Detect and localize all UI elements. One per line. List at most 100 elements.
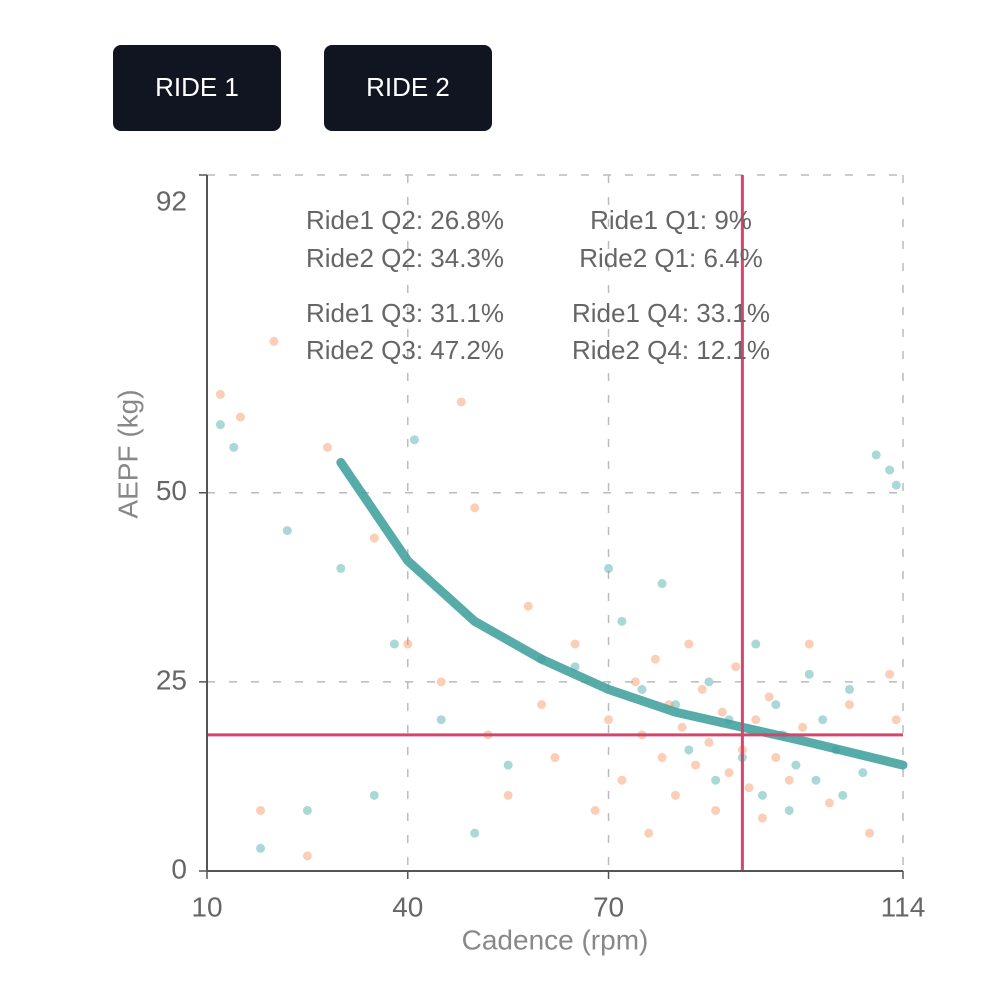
point (403, 639, 413, 649)
point (885, 669, 895, 679)
point (503, 760, 513, 770)
point (798, 722, 808, 732)
point (865, 828, 875, 838)
point (757, 813, 767, 823)
point (657, 579, 667, 589)
quadrant-annotation: Ride1 Q3: 31.1% (306, 298, 504, 328)
point (389, 639, 399, 649)
point (697, 684, 707, 694)
point (229, 442, 239, 452)
point (684, 639, 694, 649)
point (838, 790, 848, 800)
quadrant-annotation: Ride2 Q4: 12.1% (572, 335, 770, 365)
quadrant-annotation: Ride2 Q2: 34.3% (306, 243, 504, 273)
quadrant-annotation: Ride1 Q4: 33.1% (572, 298, 770, 328)
point (657, 753, 667, 763)
y-axis-label: AEPF (kg) (112, 389, 143, 518)
point (844, 700, 854, 710)
point (617, 775, 627, 785)
point (550, 753, 560, 763)
point (764, 692, 774, 702)
point (871, 450, 881, 460)
point (503, 790, 513, 800)
point (269, 336, 279, 346)
point (302, 805, 312, 815)
point (717, 707, 727, 717)
point (604, 563, 614, 573)
point (824, 798, 834, 808)
button[interactable]: RIDE 2 (324, 45, 492, 131)
point (811, 775, 821, 785)
point (858, 768, 868, 778)
fit-line (336, 457, 908, 770)
point (804, 639, 814, 649)
point (215, 420, 225, 430)
point (771, 753, 781, 763)
point (757, 790, 767, 800)
point (630, 677, 640, 687)
point (684, 745, 694, 755)
point (256, 805, 266, 815)
quadrant-annotation: Ride2 Q3: 47.2% (306, 335, 504, 365)
point (617, 616, 627, 626)
point (369, 533, 379, 543)
point (711, 805, 721, 815)
y-tick-label: 0 (171, 853, 187, 884)
button-bg[interactable] (324, 45, 492, 131)
point (456, 397, 466, 407)
point (336, 563, 346, 573)
point (731, 662, 741, 672)
point (891, 480, 901, 490)
button-label[interactable]: RIDE 1 (155, 72, 239, 102)
point (791, 760, 801, 770)
quadrant-annotation: Ride2 Q1: 6.4% (579, 243, 763, 273)
point (650, 654, 660, 664)
quadrant-annotation: Ride1 Q1: 9% (590, 205, 752, 235)
y-tick-label: 92 (156, 185, 187, 216)
point (751, 715, 761, 725)
point (704, 737, 714, 747)
point (711, 775, 721, 785)
point (302, 851, 312, 861)
y-tick-label: 25 (156, 664, 187, 695)
point (604, 715, 614, 725)
point (409, 435, 419, 445)
point (470, 503, 480, 513)
point (369, 790, 379, 800)
point (436, 677, 446, 687)
button-bg[interactable] (113, 45, 281, 131)
point (322, 442, 332, 452)
point (436, 715, 446, 725)
point (724, 768, 734, 778)
button[interactable]: RIDE 1 (113, 45, 281, 131)
x-tick-label: 40 (392, 891, 423, 922)
point (818, 715, 828, 725)
x-tick-label: 70 (593, 891, 624, 922)
x-axis-label: Cadence (rpm) (462, 924, 649, 955)
point (691, 760, 701, 770)
point (670, 790, 680, 800)
y-tick-label: 50 (156, 475, 187, 506)
point (256, 843, 266, 853)
point (644, 828, 654, 838)
x-tick-label: 10 (191, 891, 222, 922)
point (570, 639, 580, 649)
point (523, 601, 533, 611)
point (677, 722, 687, 732)
point (235, 412, 245, 422)
point (885, 465, 895, 475)
point (744, 783, 754, 793)
point (804, 669, 814, 679)
point (751, 639, 761, 649)
point (844, 684, 854, 694)
point (537, 700, 547, 710)
point (891, 715, 901, 725)
point (784, 805, 794, 815)
point (784, 775, 794, 785)
button-label[interactable]: RIDE 2 (366, 72, 450, 102)
x-tick-label: 114 (881, 891, 926, 922)
point (637, 684, 647, 694)
quadrant-annotation: Ride1 Q2: 26.8% (306, 205, 504, 235)
point (470, 828, 480, 838)
